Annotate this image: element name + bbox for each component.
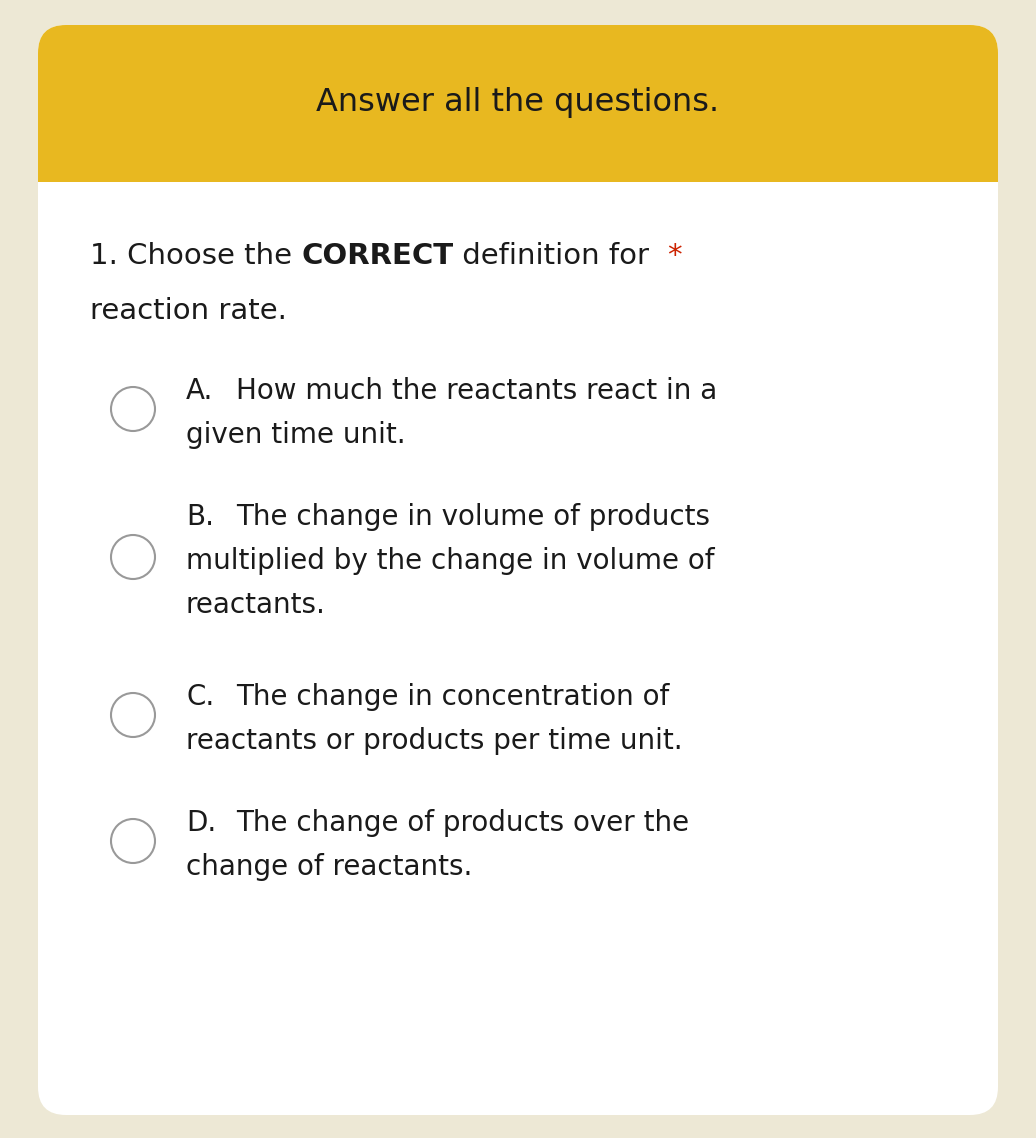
Text: D.: D. — [186, 809, 217, 838]
Text: Answer all the questions.: Answer all the questions. — [316, 86, 720, 118]
Text: change of reactants.: change of reactants. — [186, 854, 472, 881]
Circle shape — [111, 535, 155, 579]
Text: The change in concentration of: The change in concentration of — [236, 683, 669, 711]
Circle shape — [111, 387, 155, 431]
FancyBboxPatch shape — [38, 25, 998, 1115]
Text: The change in volume of products: The change in volume of products — [236, 503, 710, 531]
Text: CORRECT: CORRECT — [301, 242, 454, 270]
Text: *: * — [667, 242, 682, 270]
Text: How much the reactants react in a: How much the reactants react in a — [236, 377, 717, 405]
Bar — [38, 152, 998, 182]
Text: definition for: definition for — [454, 242, 650, 270]
Text: multiplied by the change in volume of: multiplied by the change in volume of — [186, 547, 715, 575]
Text: A.: A. — [186, 377, 213, 405]
Text: B.: B. — [186, 503, 214, 531]
FancyBboxPatch shape — [38, 25, 998, 180]
Circle shape — [111, 819, 155, 863]
Text: reactants or products per time unit.: reactants or products per time unit. — [186, 727, 683, 754]
Circle shape — [111, 693, 155, 737]
Text: reaction rate.: reaction rate. — [90, 297, 287, 325]
Text: C.: C. — [186, 683, 214, 711]
Text: 1. Choose the: 1. Choose the — [90, 242, 301, 270]
Text: reactants.: reactants. — [186, 591, 326, 619]
Text: given time unit.: given time unit. — [186, 421, 406, 450]
Text: The change of products over the: The change of products over the — [236, 809, 689, 838]
